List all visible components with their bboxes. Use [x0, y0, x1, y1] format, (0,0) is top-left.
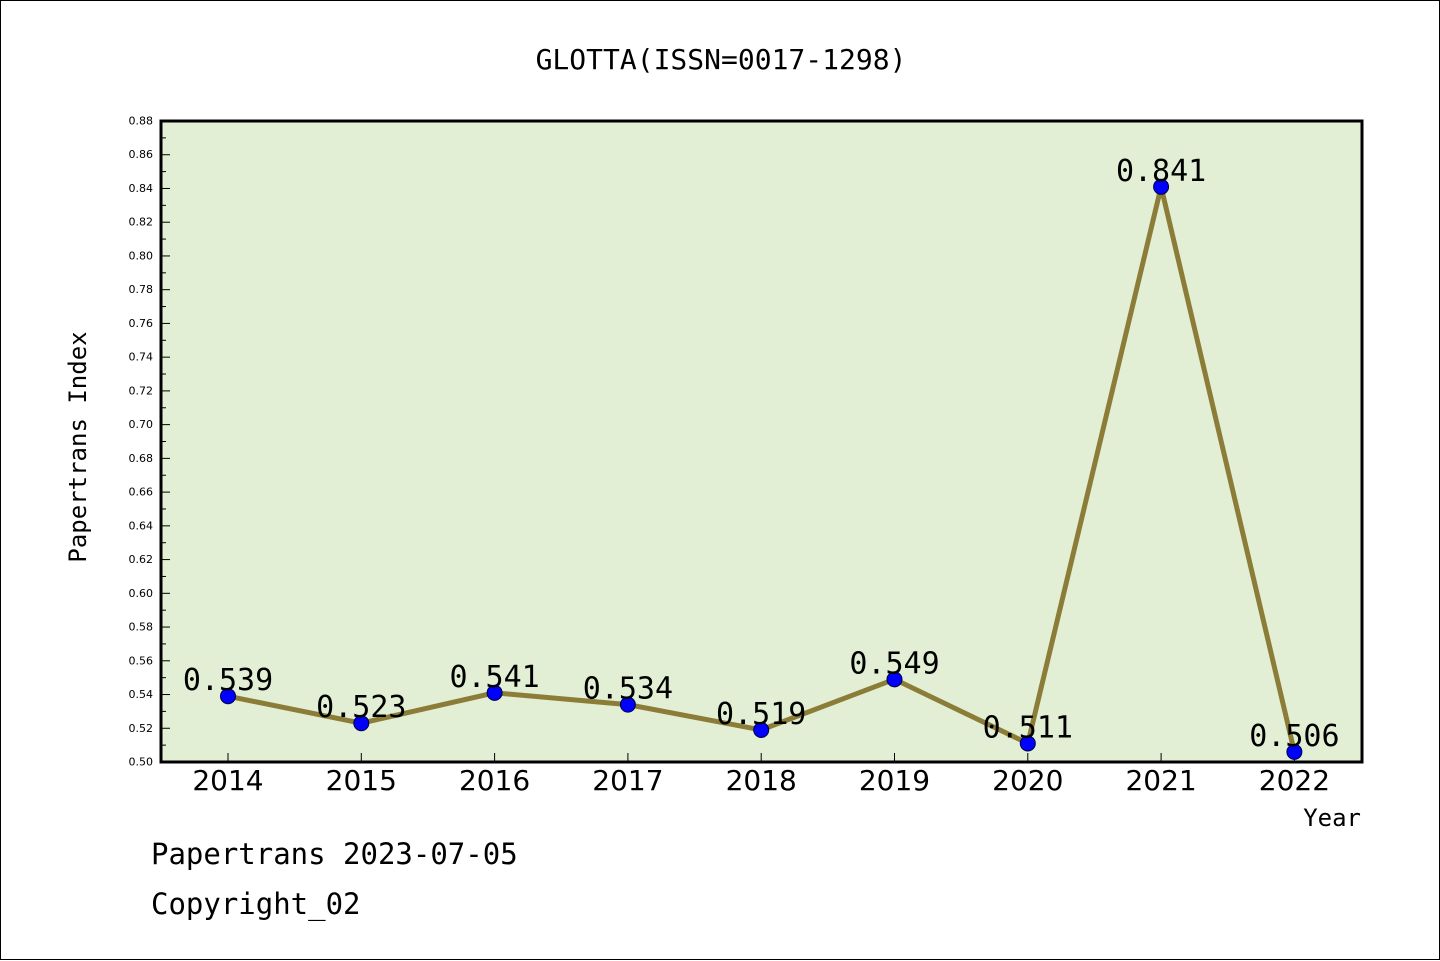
x-axis: 2014 2015 2016 2017 2018 2019 2020 2021 2022 — [192, 753, 1330, 797]
x-tick-label: 2018 — [726, 764, 797, 797]
y-tick-label: 0.72 — [129, 384, 154, 397]
footer-date: Papertrans 2023-07-05 — [151, 837, 518, 871]
y-tick-label: 0.82 — [129, 216, 154, 229]
data-label: 0.534 — [583, 672, 673, 707]
chart-title: GLOTTA(ISSN=0017-1298) — [536, 43, 907, 76]
y-tick-label: 0.56 — [129, 654, 154, 667]
y-tick-label: 0.64 — [129, 519, 154, 532]
data-point — [1153, 178, 1170, 195]
plot-area — [159, 119, 1364, 764]
y-axis-label: Papertrans Index — [64, 331, 92, 562]
data-point — [220, 688, 236, 705]
y-tick-label: 0.74 — [129, 351, 154, 364]
data-label: 0.541 — [449, 660, 539, 695]
data-label: 0.511 — [983, 710, 1073, 745]
y-tick-label: 0.86 — [129, 148, 154, 161]
y-tick-label: 0.58 — [129, 621, 154, 634]
y-axis: 0.50 0.52 0.54 0.56 0.58 0.60 0.62 0.64 0.66 0.68… — [129, 115, 170, 769]
data-point — [886, 671, 903, 688]
data-label: 0.841 — [1116, 154, 1206, 189]
y-tick-label: 0.66 — [129, 486, 154, 499]
data-point — [753, 721, 770, 738]
data-label: 0.523 — [316, 690, 406, 725]
y-tick-label: 0.70 — [129, 418, 154, 431]
x-tick-label: 2014 — [192, 764, 263, 797]
data-point — [619, 696, 636, 713]
x-axis-label: Year — [1303, 804, 1361, 832]
data-label: 0.549 — [849, 646, 939, 681]
y-tick-label: 0.80 — [129, 249, 154, 262]
y-tick-label: 0.84 — [129, 182, 154, 195]
x-tick-label: 2015 — [326, 764, 397, 797]
data-label: 0.539 — [183, 663, 273, 698]
data-point — [1286, 743, 1303, 760]
y-tick-label: 0.76 — [129, 317, 154, 330]
y-tick-label: 0.54 — [129, 688, 154, 701]
data-label: 0.519 — [716, 697, 806, 732]
y-tick-label: 0.88 — [129, 115, 154, 128]
x-tick-label: 2022 — [1259, 764, 1330, 797]
x-tick-label: 2016 — [459, 764, 530, 797]
footer-copyright: Copyright_02 — [151, 887, 361, 921]
x-tick-label: 2020 — [992, 764, 1063, 797]
x-tick-label: 2021 — [1125, 764, 1196, 797]
x-tick-label: 2017 — [592, 764, 663, 797]
data-label: 0.506 — [1249, 719, 1339, 754]
x-tick-label: 2019 — [859, 764, 930, 797]
data-point — [353, 715, 370, 732]
y-tick-label: 0.62 — [129, 553, 154, 566]
y-tick-label: 0.78 — [129, 283, 154, 296]
series-layer: 0.539 0.523 0.541 0.534 0.519 0.549 0.511 0.841… — [183, 154, 1340, 760]
y-tick-label: 0.68 — [129, 452, 154, 465]
data-point — [1019, 735, 1036, 752]
y-tick-label: 0.52 — [129, 722, 154, 735]
y-tick-label: 0.50 — [129, 756, 154, 769]
y-tick-label: 0.60 — [129, 587, 154, 600]
data-point — [486, 684, 503, 701]
